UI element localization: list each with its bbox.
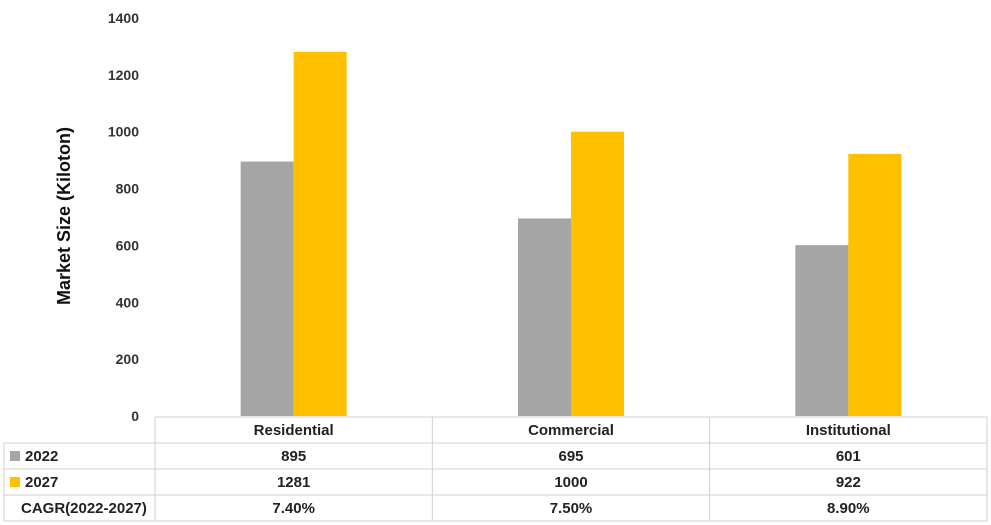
data-label: 601 [836, 448, 861, 465]
x-tick-label: Commercial [528, 422, 614, 439]
data-label: 922 [836, 474, 861, 491]
data-label: 1281 [277, 474, 310, 491]
x-tick-label: Institutional [806, 422, 891, 439]
bar-2027-commercial [571, 131, 624, 416]
y-tick-label: 400 [116, 294, 140, 310]
y-tick-label: 1200 [108, 67, 139, 83]
legend-swatch-2027 [10, 477, 20, 487]
bars [240, 51, 902, 417]
legend-label: 2027 [25, 474, 58, 491]
bar-2022-institutional [795, 245, 849, 416]
table-cell: 7.40% [272, 500, 315, 517]
x-tick-label: Residential [254, 422, 334, 439]
data-label: 895 [281, 448, 306, 465]
y-tick-label: 200 [116, 351, 140, 367]
bar-2022-commercial [518, 218, 571, 416]
legend-label: 2022 [25, 448, 58, 465]
bar-2027-institutional [848, 153, 902, 417]
data-label: 695 [558, 448, 583, 465]
y-tick-label: 0 [131, 408, 139, 424]
data-table: Residential Commercial Institutional 2022 89… [3, 416, 988, 522]
y-tick-label: 1000 [108, 124, 139, 140]
y-tick-label: 1400 [108, 10, 139, 26]
y-axis: 0 200 400 600 800 1000 1200 1400 [108, 10, 139, 424]
y-tick-label: 600 [116, 237, 140, 253]
y-tick-label: 800 [116, 181, 140, 197]
table-cell: 7.50% [550, 500, 593, 517]
y-axis-label: Market Size (Kiloton) [54, 127, 74, 305]
bar-2027-residential [293, 51, 347, 417]
table-row-label: CAGR(2022-2027) [21, 500, 147, 517]
bar-2022-residential [240, 161, 294, 416]
legend-swatch-2022 [10, 451, 20, 461]
table-cell: 8.90% [827, 500, 870, 517]
data-label: 1000 [554, 474, 587, 491]
